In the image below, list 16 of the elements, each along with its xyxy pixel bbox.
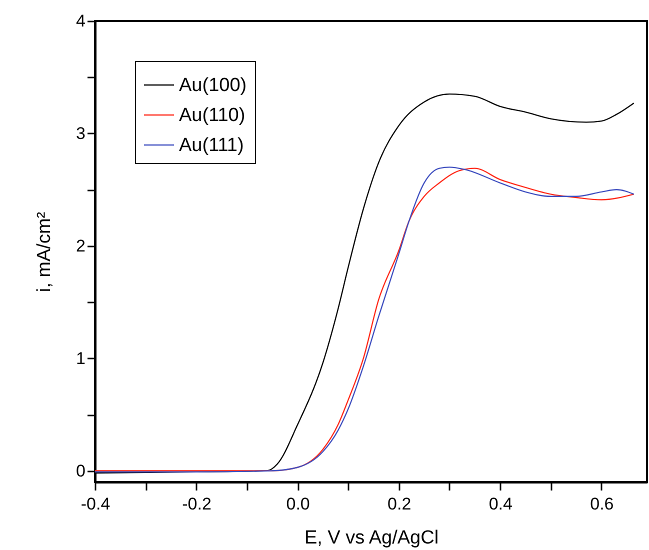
y-tick-label: 2 xyxy=(76,236,86,256)
legend-label: Au(111) xyxy=(179,135,244,156)
x-axis-title: E, V vs Ag/AgCl xyxy=(304,528,439,548)
y-tick-label: 3 xyxy=(76,124,86,143)
legend-label: Au(110) xyxy=(179,105,246,126)
y-axis-title: i, mA/cm² xyxy=(34,212,56,292)
y-tick-label: 1 xyxy=(76,348,86,368)
x-tick-label: 0.2 xyxy=(388,494,412,514)
x-tick-label: -0.2 xyxy=(182,494,212,514)
x-tick-label: 0.6 xyxy=(590,494,614,514)
y-tick-label: 4 xyxy=(76,12,86,30)
y-tick-label: 0 xyxy=(76,461,86,480)
legend-label: Au(100) xyxy=(179,75,247,96)
x-tick-label: 0.0 xyxy=(286,494,310,514)
x-tick-label: -0.4 xyxy=(80,494,110,514)
x-tick-label: 0.4 xyxy=(488,494,512,514)
